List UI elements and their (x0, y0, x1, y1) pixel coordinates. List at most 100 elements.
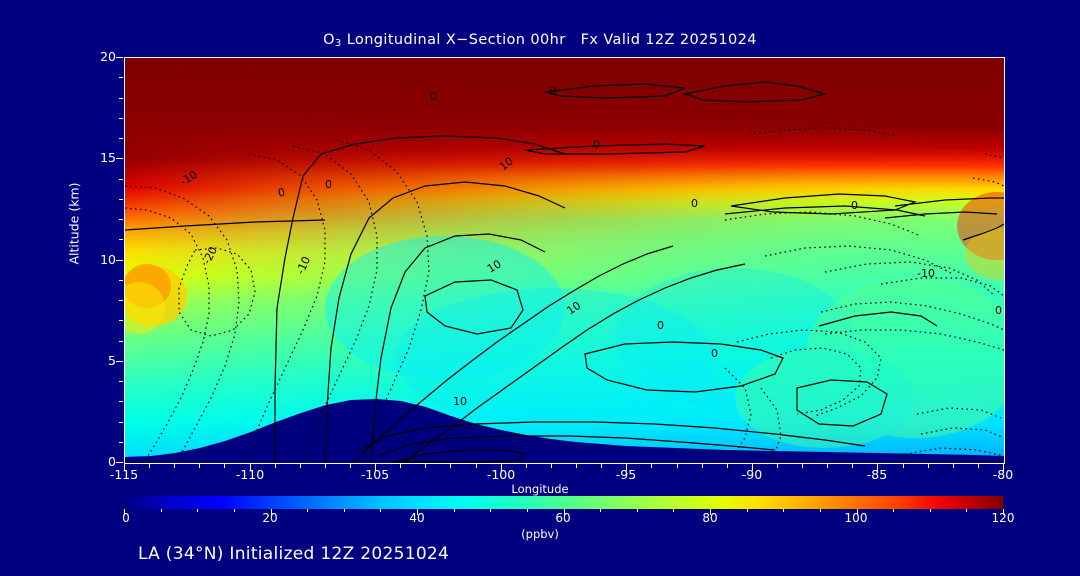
x-minor-tick (551, 464, 553, 468)
contour-labels: -10 -20 -10 0 0 0 0 0 10 10 10 10 0 0 0 … (178, 84, 1002, 408)
y-tick-label-20: 20 (100, 49, 116, 64)
colorbar[interactable] (124, 496, 1003, 509)
contour-lines-dotted (125, 127, 1004, 463)
colorbar-minor-tick (893, 509, 895, 512)
colorbar-major-tick (857, 509, 859, 515)
contour-lines-solid (125, 81, 1004, 463)
svg-text:0: 0 (711, 347, 718, 360)
y-minor-tick (119, 77, 123, 79)
x-major-tick (877, 464, 879, 471)
y-minor-tick (119, 280, 123, 282)
x-major-tick (124, 464, 126, 471)
x-minor-tick (576, 464, 578, 468)
svg-text:0: 0 (430, 90, 437, 103)
troposphere-ozone-min (325, 236, 855, 428)
svg-text:0: 0 (995, 304, 1002, 317)
y-minor-tick (119, 118, 123, 120)
ozone-field-east (125, 58, 1004, 463)
y-minor-tick (119, 442, 123, 444)
x-tick-label-m110: -110 (235, 467, 265, 482)
y-minor-tick (119, 138, 123, 140)
svg-text:0: 0 (277, 186, 287, 200)
colorbar-major-tick (564, 509, 566, 515)
x-minor-tick (199, 464, 201, 468)
colorbar-major-tick (124, 509, 126, 515)
colorbar-minor-tick (930, 509, 932, 512)
y-tick-label-15: 15 (100, 150, 116, 165)
y-minor-tick (119, 401, 123, 403)
x-minor-tick (275, 464, 277, 468)
y-tick-label-10: 10 (100, 252, 116, 267)
colorbar-minor-tick (600, 509, 602, 512)
colorbar-minor-tick (197, 509, 199, 512)
east-midtrop-enhancement (735, 278, 1004, 448)
x-minor-tick (827, 464, 829, 468)
title-o: O (323, 32, 335, 48)
colorbar-major-tick (271, 509, 273, 515)
colorbar-ticks: 0 20 40 60 80 100 120 (122, 511, 1014, 527)
y-minor-tick (119, 381, 123, 383)
colorbar-minor-tick (637, 509, 639, 512)
title-rest: Longitudinal X−Section 00hr Fx Valid 12Z… (341, 32, 757, 48)
colorbar-minor-tick (344, 509, 346, 512)
colorbar-label-120: 120 (991, 511, 1015, 525)
x-tick-label-m100: -100 (486, 467, 516, 482)
x-minor-tick (651, 464, 653, 468)
colorbar-label-80: 80 (702, 511, 718, 525)
colorbar-minor-tick (307, 509, 309, 512)
x-tick-label-m90: -90 (741, 467, 763, 482)
y-minor-tick (119, 320, 123, 322)
colorbar-minor-tick (490, 509, 492, 512)
x-minor-tick (601, 464, 603, 468)
svg-text:10: 10 (564, 299, 583, 318)
x-minor-tick (928, 464, 930, 468)
x-minor-tick (450, 464, 452, 468)
title-subscript: 3 (334, 38, 342, 49)
x-major-tick (375, 464, 377, 471)
x-minor-tick (425, 464, 427, 468)
x-minor-tick (677, 464, 679, 468)
x-minor-tick (224, 464, 226, 468)
svg-text:10: 10 (453, 395, 467, 408)
colorbar-label-100: 100 (844, 511, 868, 525)
x-minor-tick (802, 464, 804, 468)
svg-text:0: 0 (593, 138, 600, 151)
colorbar-major-tick (1003, 509, 1005, 515)
x-minor-tick (727, 464, 729, 468)
plot-inner: -10 -20 -10 0 0 0 0 0 10 10 10 10 0 0 0 … (125, 58, 1004, 463)
colorbar-minor-tick (673, 509, 675, 512)
x-minor-tick (903, 464, 905, 468)
x-major-tick (752, 464, 754, 471)
colorbar-label-0: 0 (122, 511, 130, 525)
y-tick-label-0: 0 (108, 454, 116, 469)
x-tick-label-m80: -80 (992, 467, 1014, 482)
x-minor-tick (777, 464, 779, 468)
colorbar-label-40: 40 (409, 511, 425, 525)
y-minor-tick (119, 199, 123, 201)
x-minor-tick (852, 464, 854, 468)
svg-text:0: 0 (691, 197, 698, 210)
colorbar-minor-tick (527, 509, 529, 512)
colorbar-minor-tick (747, 509, 749, 512)
colorbar-gradient (124, 496, 1003, 509)
x-tick-label-m85: -85 (866, 467, 888, 482)
colorbar-minor-tick (161, 509, 163, 512)
y-major-tick (116, 158, 123, 160)
x-major-tick (626, 464, 628, 471)
x-tick-label-m115: -115 (109, 467, 139, 482)
chart-title: O3 Longitudinal X−Section 00hr Fx Valid … (0, 32, 1080, 49)
cross-section-plot[interactable]: -10 -20 -10 0 0 0 0 0 10 10 10 10 0 0 0 … (124, 57, 1005, 464)
colorbar-label-20: 20 (262, 511, 278, 525)
colorbar-label-60: 60 (555, 511, 571, 525)
x-minor-tick (702, 464, 704, 468)
west-ozone-max (125, 264, 187, 334)
colorbar-minor-tick (820, 509, 822, 512)
x-minor-tick (400, 464, 402, 468)
y-minor-tick (119, 341, 123, 343)
x-minor-tick (300, 464, 302, 468)
colorbar-minor-tick (454, 509, 456, 512)
x-major-tick (1003, 464, 1005, 471)
y-major-tick (116, 57, 123, 59)
colorbar-minor-tick (380, 509, 382, 512)
field-svg: -10 -20 -10 0 0 0 0 0 10 10 10 10 0 0 0 … (125, 58, 1004, 463)
